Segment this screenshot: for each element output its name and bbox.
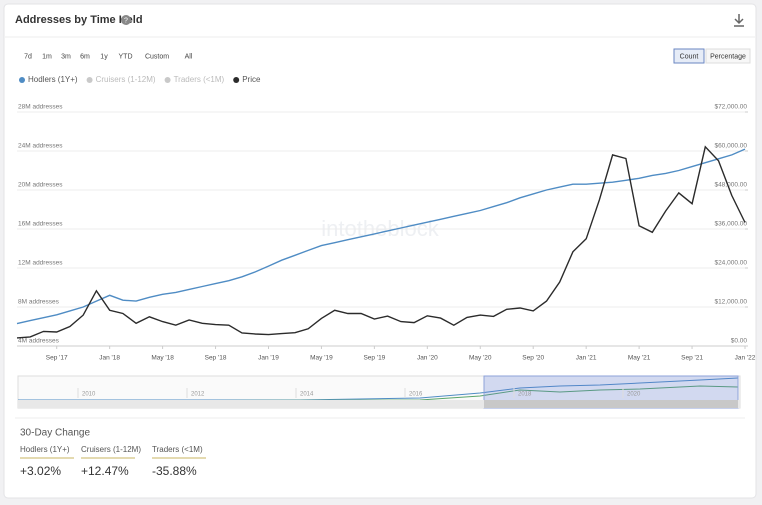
change-name: Hodlers (1Y+) bbox=[20, 445, 70, 454]
help-icon[interactable] bbox=[121, 15, 131, 25]
download-glyph bbox=[734, 14, 744, 27]
x-tick-label: May '18 bbox=[151, 355, 174, 362]
x-tick-label: Sep '17 bbox=[46, 355, 68, 362]
range-button[interactable] bbox=[77, 49, 93, 63]
legend-marker[interactable] bbox=[19, 77, 25, 83]
x-tick-label: Sep '18 bbox=[205, 355, 227, 362]
change-value: +12.47% bbox=[81, 464, 129, 478]
navigator-line bbox=[18, 377, 739, 401]
legend-label[interactable]: Traders (<1M) bbox=[174, 75, 225, 84]
y-tick-label: 12M addresses bbox=[18, 260, 63, 267]
change-value: -35.88% bbox=[152, 464, 197, 478]
y-tick-label: 24M addresses bbox=[18, 143, 63, 150]
x-tick-label: May '20 bbox=[469, 355, 492, 362]
range-button-label: 3m bbox=[61, 53, 71, 60]
legend-marker[interactable] bbox=[86, 77, 93, 83]
range-button[interactable] bbox=[58, 49, 74, 63]
range-button-label: YTD bbox=[119, 53, 133, 60]
watermark: intotheblock bbox=[321, 216, 439, 241]
navigator-label: 2018 bbox=[518, 392, 532, 398]
x-tick-label: Jan '19 bbox=[258, 355, 279, 362]
mode-button[interactable] bbox=[673, 48, 705, 64]
title: Addresses by Time Held bbox=[15, 14, 143, 26]
range-button[interactable] bbox=[139, 49, 175, 63]
download-icon[interactable] bbox=[734, 14, 744, 27]
range-button-label: 6m bbox=[80, 53, 90, 60]
mode-button[interactable] bbox=[705, 48, 751, 64]
y-tick-label: 4M addresses bbox=[18, 338, 60, 345]
navigator-label: 2020 bbox=[627, 392, 641, 398]
change-value: +3.02% bbox=[20, 464, 61, 478]
change-title: 30-Day Change bbox=[20, 428, 90, 439]
navigator-label: 2010 bbox=[82, 392, 96, 398]
series-line bbox=[16, 148, 746, 325]
series-line bbox=[16, 145, 746, 339]
y-tick-label: 16M addresses bbox=[18, 221, 63, 228]
range-button-label: All bbox=[185, 53, 193, 60]
range-button[interactable] bbox=[20, 49, 36, 63]
x-tick-label: May '21 bbox=[628, 355, 651, 362]
range-button-label: 7d bbox=[24, 53, 32, 60]
x-tick-label: Jan '20 bbox=[417, 355, 438, 362]
legend-marker[interactable] bbox=[233, 77, 240, 83]
legend-label[interactable]: Price bbox=[242, 75, 261, 84]
y2-tick-label: $60,000.00 bbox=[714, 143, 747, 150]
navigator-line bbox=[17, 385, 739, 402]
x-tick-label: Jan '18 bbox=[99, 355, 120, 362]
range-button-label: 1y bbox=[100, 53, 108, 60]
x-tick-label: May '19 bbox=[310, 355, 333, 362]
legend-label[interactable]: Hodlers (1Y+) bbox=[28, 75, 78, 84]
range-button[interactable] bbox=[96, 49, 112, 63]
y2-tick-label: $12,000.00 bbox=[714, 299, 747, 306]
y2-tick-label: $36,000.00 bbox=[714, 221, 747, 228]
legend-label[interactable]: Cruisers (1-12M) bbox=[96, 75, 156, 84]
range-button-label: Custom bbox=[145, 53, 169, 60]
y2-tick-label: $24,000.00 bbox=[714, 260, 747, 267]
y-tick-label: 8M addresses bbox=[18, 299, 60, 306]
y-tick-label: 20M addresses bbox=[18, 182, 63, 189]
y2-tick-label: $0.00 bbox=[731, 338, 748, 345]
range-button[interactable] bbox=[178, 49, 199, 63]
card bbox=[3, 3, 757, 499]
legend-marker[interactable] bbox=[164, 77, 171, 83]
help-icon-glyph: ? bbox=[124, 17, 128, 24]
x-tick-label: Sep '19 bbox=[363, 355, 385, 362]
range-button[interactable] bbox=[39, 49, 55, 63]
y2-tick-label: $48,000.00 bbox=[714, 182, 747, 189]
x-tick-label: Jan '22 bbox=[735, 355, 756, 362]
change-name: Traders (<1M) bbox=[152, 445, 203, 454]
scrollbar-thumb[interactable] bbox=[484, 400, 738, 408]
y2-tick-label: $72,000.00 bbox=[714, 104, 747, 111]
mode-button-label: Count bbox=[680, 53, 699, 60]
navigator-label: 2016 bbox=[409, 392, 423, 398]
x-tick-label: Sep '20 bbox=[522, 355, 544, 362]
x-tick-label: Jan '21 bbox=[576, 355, 597, 362]
change-name: Cruisers (1-12M) bbox=[81, 445, 141, 454]
x-tick-label: Sep '21 bbox=[681, 355, 703, 362]
navigator-label: 2012 bbox=[191, 392, 205, 398]
range-button[interactable] bbox=[115, 49, 136, 63]
y-tick-label: 28M addresses bbox=[18, 104, 63, 111]
mode-button-label: Percentage bbox=[710, 53, 746, 60]
range-button-label: 1m bbox=[42, 53, 52, 60]
navigator-label: 2014 bbox=[300, 392, 314, 398]
scrollbar[interactable] bbox=[18, 400, 740, 408]
